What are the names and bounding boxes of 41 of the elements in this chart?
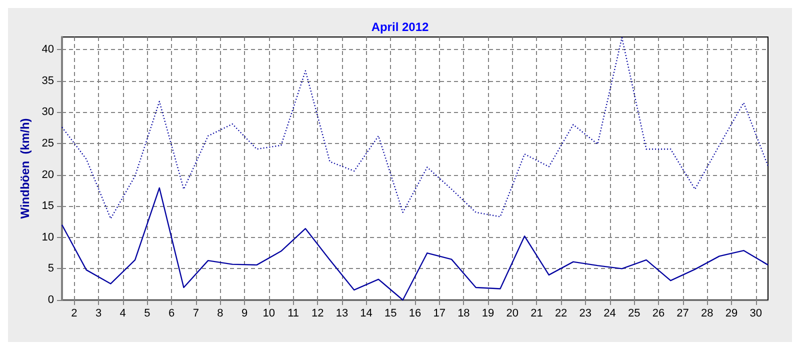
y-tick-label: 15 (42, 200, 54, 212)
line-series (61, 37, 769, 220)
x-tick-label: 29 (725, 308, 738, 320)
x-tick-label: 17 (433, 308, 446, 320)
x-tick-label: 26 (652, 308, 665, 320)
y-axis-title: Windböen (km/h) (18, 118, 32, 219)
x-tick-label: 22 (554, 308, 568, 320)
y-tick-label: 30 (42, 106, 54, 118)
x-tick-label: 4 (120, 308, 126, 320)
x-tick-label: 7 (192, 308, 199, 320)
x-tick-label: 16 (408, 308, 422, 320)
y-tick-label: 25 (42, 137, 54, 150)
x-tick-label: 30 (750, 308, 762, 320)
x-tick-label: 20 (506, 308, 519, 320)
x-tick-label: 2 (71, 308, 78, 320)
x-tick-label: 19 (482, 308, 494, 320)
chart-title: April 2012 (371, 20, 429, 34)
x-tick-label: 23 (579, 308, 592, 320)
x-tick-label: 14 (360, 308, 372, 320)
x-tick-label: 9 (242, 308, 248, 320)
x-tick-label: 11 (288, 308, 299, 320)
x-tick-label: 12 (311, 308, 324, 320)
x-tick-label: 21 (530, 308, 543, 320)
x-tick-label: 24 (604, 308, 616, 320)
y-tick-label: 35 (42, 74, 54, 87)
y-tick-label: 10 (42, 231, 54, 244)
y-tick-label: 40 (42, 44, 54, 56)
x-tick-label: 25 (628, 308, 640, 320)
x-tick-label: 18 (458, 308, 470, 320)
x-tick-label: 27 (676, 308, 689, 320)
y-tick-label: 20 (42, 168, 54, 181)
x-tick-label: 8 (217, 308, 224, 320)
x-tick-label: 10 (262, 308, 276, 320)
x-tick-label: 28 (701, 308, 714, 320)
x-tick-label: 3 (95, 308, 102, 320)
y-tick-label: 5 (48, 262, 54, 275)
y-tick-label: 0 (48, 294, 54, 306)
x-tick-label: 13 (336, 308, 348, 320)
x-tick-label: 15 (384, 308, 397, 320)
x-tick-label: 6 (168, 308, 175, 320)
x-tick-label: 5 (144, 308, 150, 320)
